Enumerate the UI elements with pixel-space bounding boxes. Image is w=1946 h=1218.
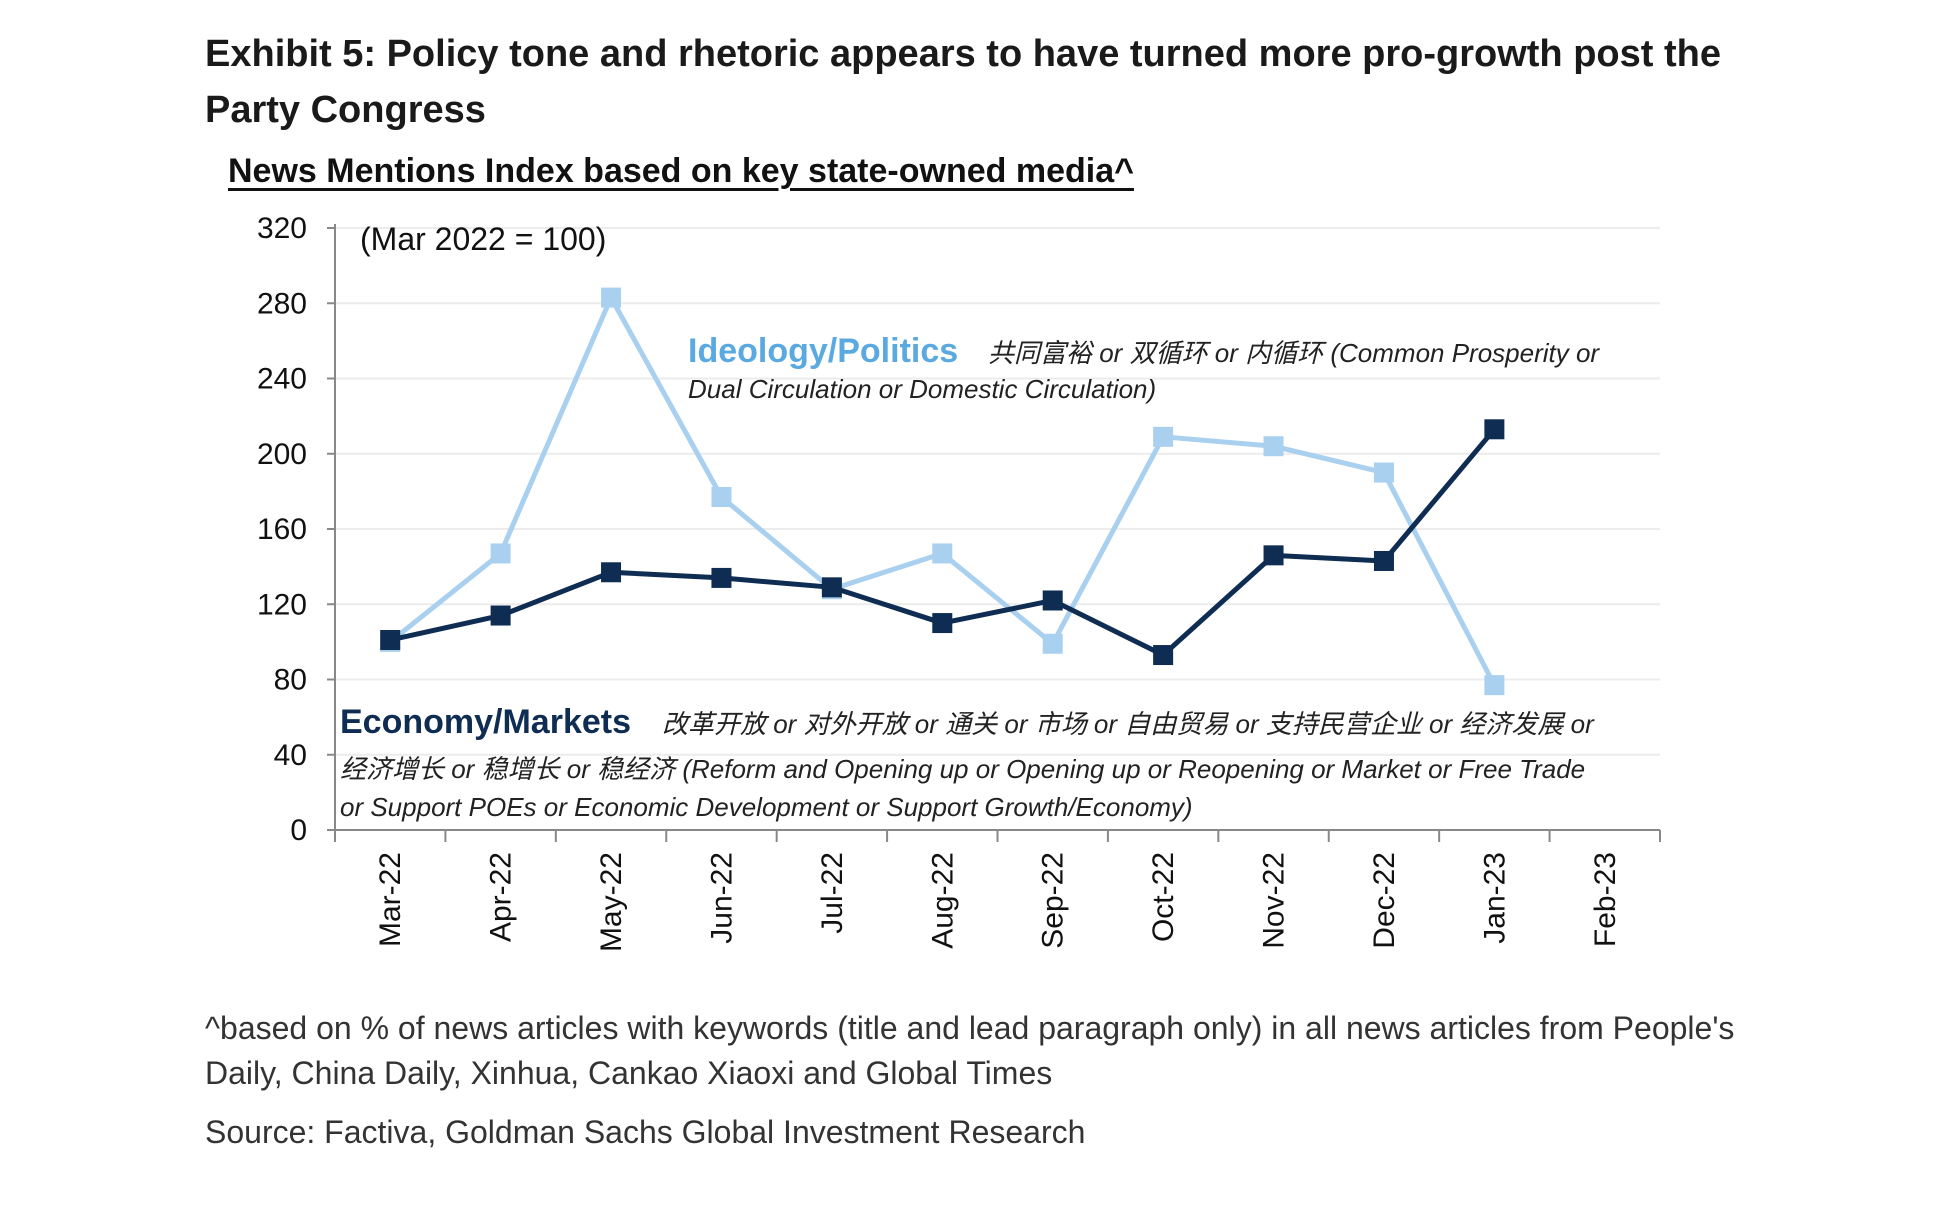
x-tick-label: Feb-23 (1589, 852, 1622, 947)
data-point-economy (601, 562, 622, 583)
data-point-economy (711, 567, 732, 588)
data-point-ideology (711, 487, 732, 508)
data-point-economy (1153, 645, 1174, 666)
data-point-economy (490, 605, 511, 626)
x-tick-label: May-22 (595, 852, 628, 952)
source-note: Source: Factiva, Goldman Sachs Global In… (205, 1114, 1086, 1150)
x-tick-label: Jul-22 (816, 852, 849, 934)
data-point-ideology (932, 543, 953, 564)
y-tick-label: 160 (257, 513, 307, 546)
ideology-series-desc-1: 共同富裕 or 双循环 or 内循环 (Common Prosperity or (988, 338, 1600, 368)
base-annotation: (Mar 2022 = 100) (360, 221, 606, 257)
x-tick-label: Aug-22 (926, 852, 959, 949)
data-point-ideology (1042, 633, 1063, 654)
footnote: ^based on % of news articles with keywor… (205, 1010, 1735, 1091)
y-tick-label: 0 (290, 814, 307, 847)
data-point-economy (1484, 419, 1505, 440)
data-point-economy (1373, 550, 1394, 571)
series-lines (380, 287, 1505, 696)
x-tick-label: Jun-22 (705, 852, 738, 944)
economy-series-label: Economy/Markets (340, 703, 631, 741)
data-point-economy (1263, 545, 1284, 566)
data-point-economy (380, 629, 401, 650)
data-point-economy (821, 577, 842, 598)
data-point-ideology (1263, 436, 1284, 457)
y-axis-ticks: 0 40 80 120 160 200 240 280 320 (257, 212, 307, 847)
ideology-series-desc-2: Dual Circulation or Domestic Circulation… (688, 374, 1156, 404)
line-chart: 0 40 80 120 160 200 240 280 320 Mar-22 Apr-22 May-… (257, 212, 1661, 952)
data-point-ideology (1484, 675, 1505, 696)
x-axis-ticks: Mar-22 Apr-22 May-22 Jun-22 Jul-22 Aug-22 Sep-… (374, 852, 1622, 952)
data-point-ideology (601, 287, 622, 308)
gridlines (335, 227, 1660, 756)
x-tick-label: Apr-22 (485, 852, 518, 942)
x-tick-label: Dec-22 (1368, 852, 1401, 949)
data-point-ideology (490, 543, 511, 564)
data-point-economy (1042, 590, 1063, 611)
economy-series-desc-3: or Support POEs or Economic Development … (340, 792, 1193, 822)
data-point-ideology (1153, 426, 1174, 447)
x-tick-label: Mar-22 (374, 852, 407, 947)
y-tick-label: 40 (274, 739, 307, 772)
y-tick-label: 240 (257, 363, 307, 396)
y-tick-label: 120 (257, 588, 307, 621)
x-tick-label: Oct-22 (1147, 852, 1180, 942)
x-tick-label: Nov-22 (1258, 852, 1291, 949)
y-tick-label: 320 (257, 212, 307, 245)
y-tick-label: 200 (257, 438, 307, 471)
ideology-series-label: Ideology/Politics (688, 332, 958, 370)
economy-series-desc-1: 改革开放 or 对外开放 or 通关 or 市场 or 自由贸易 or 支持民营… (662, 709, 1595, 739)
data-point-ideology (1373, 462, 1394, 483)
chart-title: News Mentions Index based on key state-o… (228, 152, 1134, 190)
data-point-economy (932, 613, 953, 634)
economy-series-desc-2: 经济增长 or 稳增长 or 稳经济 (Reform and Opening u… (340, 754, 1585, 784)
y-tick-label: 280 (257, 287, 307, 320)
exhibit-title: Exhibit 5: Policy tone and rhetoric appe… (205, 33, 1721, 131)
x-tick-label: Jan-23 (1478, 852, 1511, 944)
x-tick-label: Sep-22 (1037, 852, 1070, 949)
y-tick-label: 80 (274, 664, 307, 697)
axes (327, 224, 1661, 842)
